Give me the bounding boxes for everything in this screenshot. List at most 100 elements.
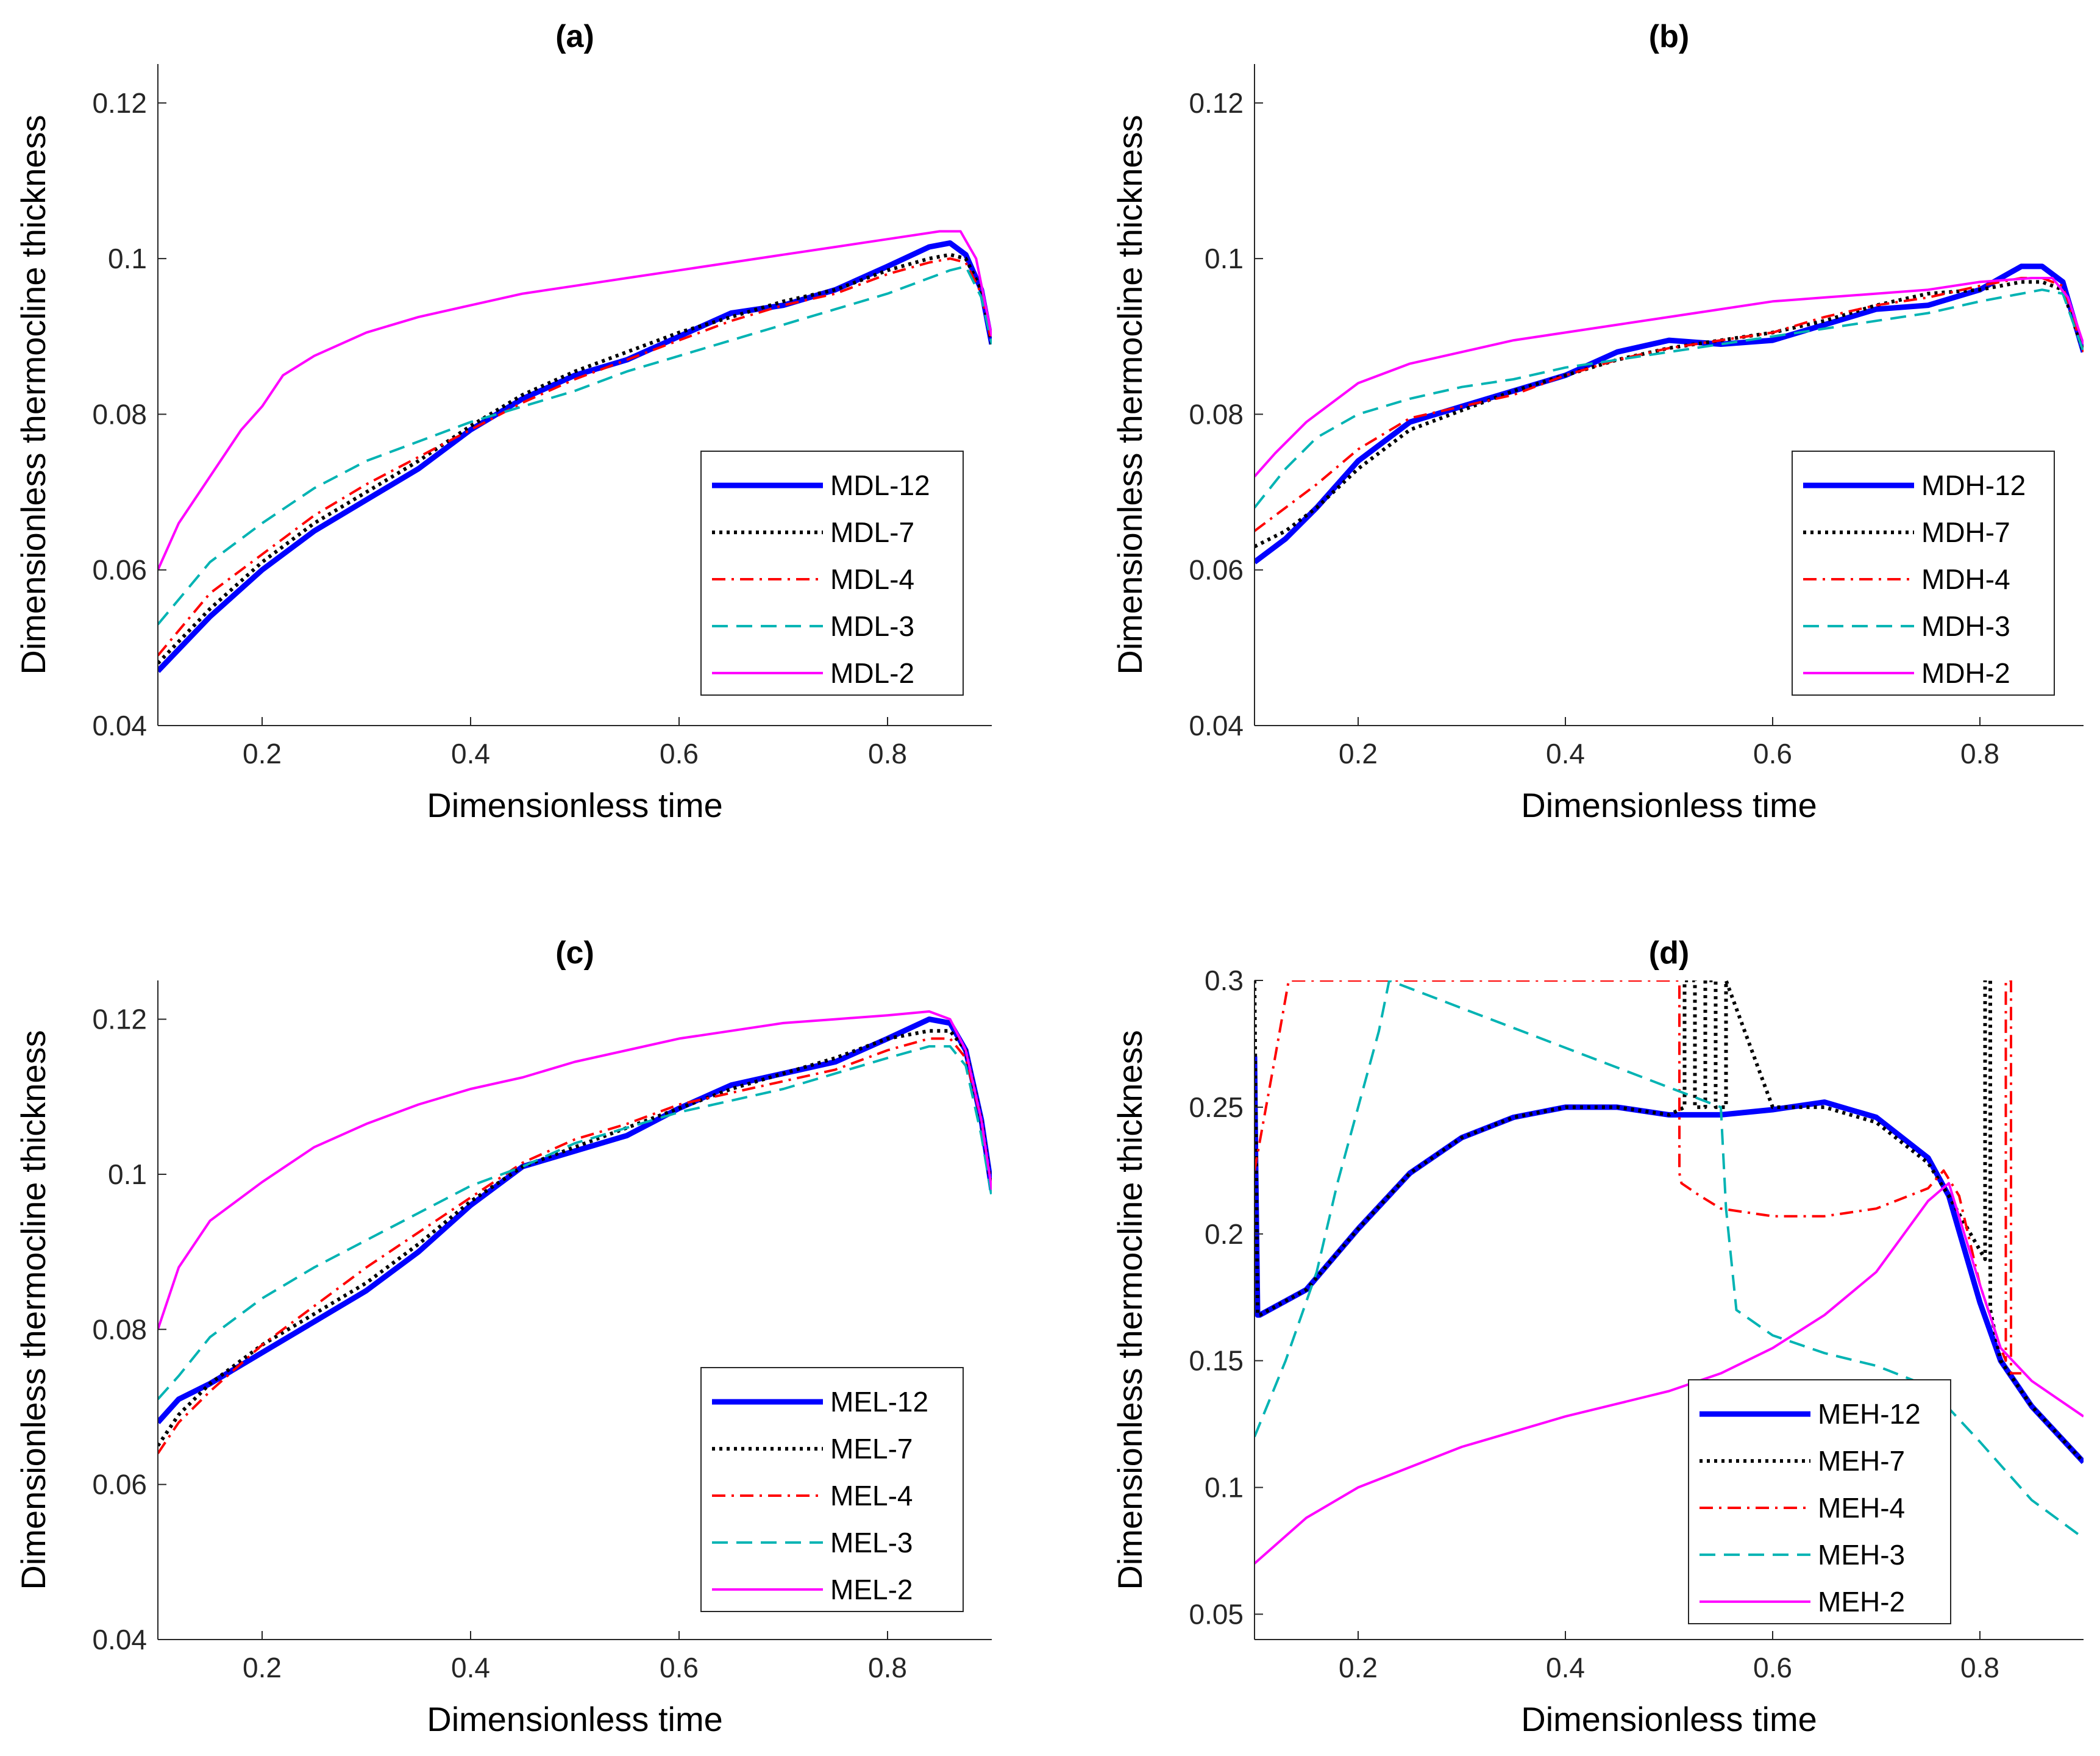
- y-tick-label: 0.12: [92, 1004, 147, 1035]
- y-tick-label: 0.04: [92, 710, 147, 741]
- x-tick-label: 0.4: [1546, 738, 1585, 769]
- legend-entry: MEH-7: [1818, 1445, 1905, 1477]
- legend-entry: MDH-12: [1921, 469, 2026, 501]
- series-line-mdl-3: [158, 265, 992, 626]
- legend-entry: MDH-3: [1921, 610, 2010, 642]
- x-tick-label: 0.2: [243, 1652, 282, 1683]
- x-axis-label: Dimensionless time: [427, 786, 723, 824]
- x-axis-label: Dimensionless time: [427, 1700, 723, 1738]
- series-line-mdl-2: [158, 230, 992, 571]
- chart-title: (c): [555, 935, 594, 971]
- series-group: [158, 230, 992, 673]
- x-tick-label: 0.2: [243, 738, 282, 769]
- y-tick-label: 0.1: [108, 243, 147, 274]
- series-group: [158, 1010, 992, 1454]
- series-line-mdl-12: [158, 240, 992, 673]
- series-group: [1255, 263, 2084, 565]
- y-tick-label: 0.04: [92, 1624, 147, 1655]
- y-tick-label: 0.06: [1189, 554, 1244, 586]
- chart-panel-2: 0.2 0.4 0.6 0.8 0.04 0.06 0.08 0.1 0.12 (b) Dimens…: [1111, 19, 2084, 824]
- series-line-mdl-7: [158, 252, 992, 665]
- legend-entry: MEH-2: [1818, 1586, 1905, 1618]
- y-tick-label: 0.12: [92, 87, 147, 119]
- x-tick-label: 0.4: [451, 1652, 490, 1683]
- x-tick-label: 0.8: [1960, 1652, 1999, 1683]
- y-tick-label: 0.08: [92, 398, 147, 430]
- series-line-mel-12: [158, 1016, 992, 1424]
- legend: MDL-12 MDL-7 MDL-4 MDL-3 MDL-2: [700, 451, 964, 696]
- y-tick-label: 0.1: [108, 1158, 147, 1190]
- x-tick-label: 0.6: [1753, 738, 1792, 769]
- x-tick-label: 0.6: [660, 738, 699, 769]
- y-tick-label: 0.06: [92, 554, 147, 586]
- legend-entry: MEL-7: [830, 1433, 913, 1465]
- series-line-meh-12: [1255, 1056, 2084, 1465]
- series-line-meh-4: [1255, 980, 2021, 1375]
- y-tick-label: 0.1: [1205, 1472, 1244, 1504]
- y-axis-label: Dimensionless thermocline thickness: [1111, 1030, 1149, 1590]
- y-tick-label: 0.2: [1205, 1218, 1244, 1250]
- y-tick-label: 0.12: [1189, 87, 1244, 119]
- series-line-mdh-2: [1255, 277, 2084, 477]
- chart-panel-3: 0.2 0.4 0.6 0.8 0.04 0.06 0.08 0.1 0.12 (c) Dimens…: [14, 935, 992, 1738]
- y-tick-label: 0.08: [92, 1313, 147, 1345]
- legend: MEL-12 MEL-7 MEL-4 MEL-3 MEL-2: [700, 1367, 964, 1612]
- x-tick-label: 0.4: [1546, 1652, 1585, 1683]
- y-tick-label: 0.08: [1189, 398, 1244, 430]
- plot-area: [1255, 980, 2084, 1640]
- series-line-mdh-12: [1255, 263, 2084, 565]
- y-tick-label: 0.06: [92, 1469, 147, 1501]
- y-tick-label: 0.15: [1189, 1345, 1244, 1377]
- legend-entry: MDL-4: [830, 563, 914, 595]
- series-line-mdh-3: [1255, 288, 2084, 509]
- y-axis-label: Dimensionless thermocline thickness: [14, 1030, 52, 1590]
- y-tick-label: 0.25: [1189, 1091, 1244, 1123]
- y-tick-label: 0.3: [1205, 965, 1244, 996]
- legend-entry: MDL-12: [830, 469, 930, 501]
- x-tick-label: 0.8: [868, 738, 907, 769]
- legend-entry: MDH-2: [1921, 657, 2010, 689]
- legend-entry: MDH-7: [1921, 516, 2010, 548]
- legend-entry: MEL-4: [830, 1480, 913, 1512]
- legend-box: [700, 1367, 964, 1612]
- chart-title: (d): [1649, 935, 1689, 971]
- legend-entry: MEH-3: [1818, 1539, 1905, 1571]
- chart-panel-4: 0.2 0.4 0.6 0.8 0.05 0.1 0.15 0.2 0.25 0.3 (d) Dime…: [1111, 935, 2084, 1738]
- legend-entry: MEL-2: [830, 1574, 913, 1605]
- x-tick-label: 0.6: [660, 1652, 699, 1683]
- series-line-mdl-4: [158, 257, 992, 657]
- legend: MDH-12 MDH-7 MDH-4 MDH-3 MDH-2: [1792, 451, 2055, 696]
- legend-entry: MEH-12: [1818, 1398, 1921, 1430]
- series-line-mel-3: [158, 1045, 992, 1401]
- legend-entry: MDL-3: [830, 610, 914, 642]
- legend-box: [1688, 1379, 1951, 1624]
- x-tick-label: 0.8: [1960, 738, 1999, 769]
- x-tick-label: 0.2: [1339, 738, 1378, 769]
- legend-entry: MDL-7: [830, 516, 914, 548]
- chart-title: (a): [555, 19, 594, 54]
- y-tick-label: 0.1: [1205, 243, 1244, 274]
- x-tick-label: 0.6: [1753, 1652, 1792, 1683]
- chart-title: (b): [1649, 19, 1689, 54]
- series-line-mdh-7: [1255, 280, 2084, 549]
- y-axis-label: Dimensionless thermocline thickness: [1111, 115, 1149, 674]
- x-axis-label: Dimensionless time: [1521, 786, 1817, 824]
- series-line-meh-2: [1255, 1182, 2084, 1565]
- series-line-mel-2: [158, 1010, 992, 1330]
- chart-panel-1: 0.2 0.4 0.6 0.8 0.04 0.06 0.08 0.1 0.12 (a) Dimens…: [14, 19, 992, 824]
- y-tick-label: 0.04: [1189, 710, 1244, 741]
- legend-box: [1792, 451, 2055, 696]
- legend-entry: MEH-4: [1818, 1492, 1905, 1524]
- y-tick-label: 0.05: [1189, 1598, 1244, 1630]
- y-axis-label: Dimensionless thermocline thickness: [14, 115, 52, 674]
- legend-entry: MEL-3: [830, 1527, 913, 1558]
- legend-box: [700, 451, 964, 696]
- x-tick-label: 0.4: [451, 738, 490, 769]
- x-tick-label: 0.2: [1339, 1652, 1378, 1683]
- legend: MEH-12 MEH-7 MEH-4 MEH-3 MEH-2: [1688, 1379, 1951, 1624]
- legend-entry: MDH-4: [1921, 563, 2010, 595]
- legend-entry: MDL-2: [830, 657, 914, 689]
- series-line-mel-4: [158, 1037, 992, 1454]
- legend-entry: MEL-12: [830, 1386, 928, 1418]
